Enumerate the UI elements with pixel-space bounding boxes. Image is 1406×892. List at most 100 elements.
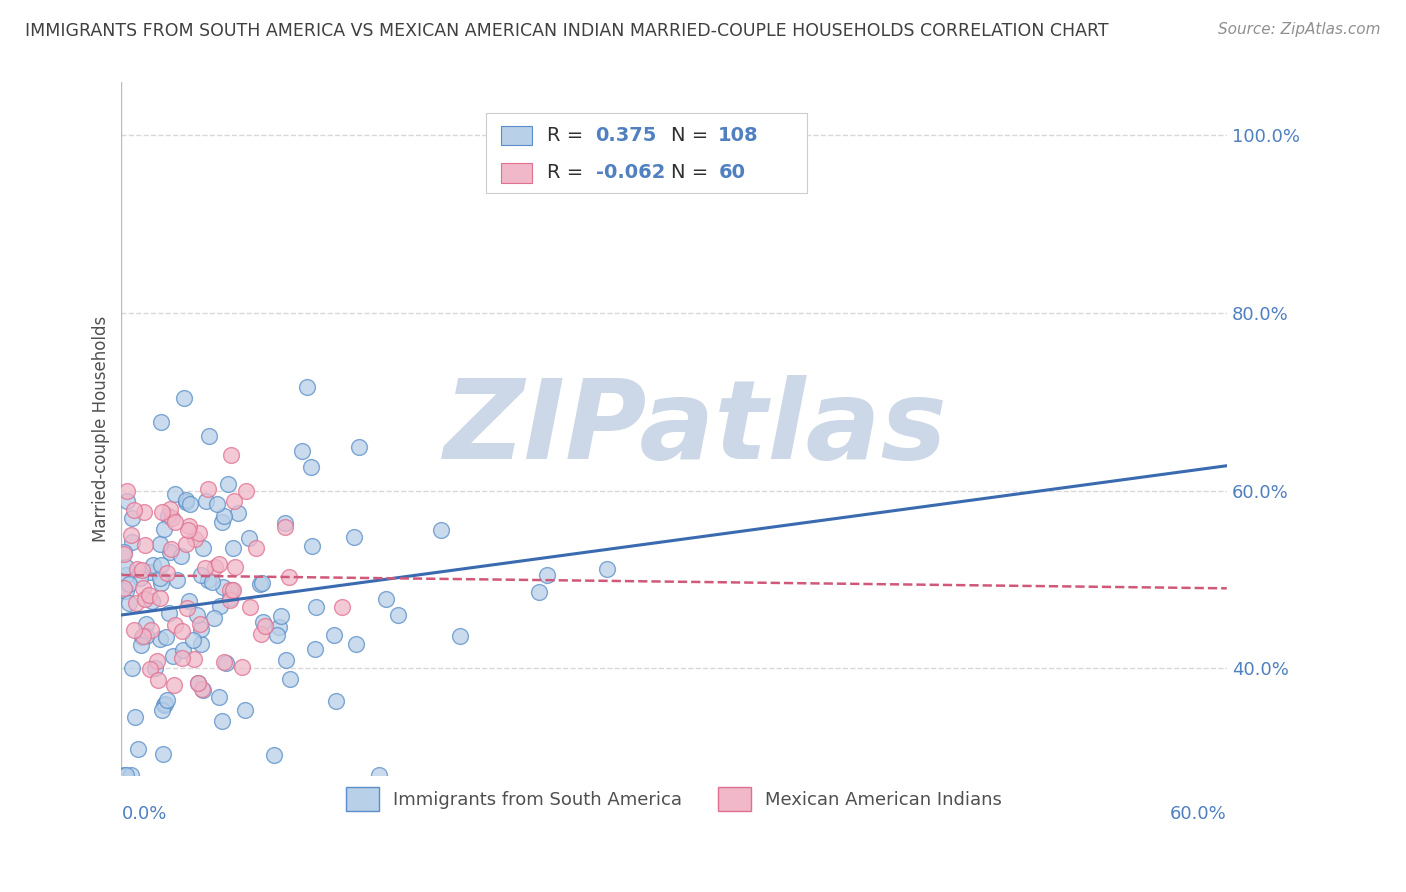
Point: [205, 497, 228, 511]
Point: [245, 541, 267, 556]
Point: [197, 482, 219, 496]
Point: [235, 703, 257, 717]
Point: [134, 538, 156, 552]
Point: [219, 591, 242, 605]
Point: [368, 768, 391, 782]
Point: [235, 483, 257, 498]
Point: [124, 623, 146, 637]
Point: [194, 560, 217, 574]
Point: [187, 676, 209, 690]
Point: [145, 654, 167, 668]
Point: [172, 624, 194, 639]
Point: [150, 505, 173, 519]
Point: [274, 652, 297, 666]
Point: [170, 650, 193, 665]
Point: [111, 583, 134, 598]
Point: [222, 494, 245, 508]
Point: [134, 591, 156, 606]
Text: 0.0%: 0.0%: [121, 805, 167, 823]
Point: [208, 557, 231, 571]
Point: [125, 596, 148, 610]
Point: [149, 591, 172, 606]
Point: [156, 566, 179, 581]
Point: [190, 637, 212, 651]
Point: [183, 652, 205, 666]
Point: [250, 627, 273, 641]
Point: [174, 495, 197, 509]
Point: [250, 575, 273, 590]
Point: [112, 547, 135, 561]
Point: [187, 675, 209, 690]
Point: [162, 649, 184, 664]
Point: [249, 577, 271, 591]
Point: [194, 493, 217, 508]
Point: [121, 535, 143, 549]
Point: [152, 747, 174, 761]
Point: [186, 608, 208, 623]
Point: [153, 698, 176, 712]
Point: [166, 573, 188, 587]
Point: [150, 704, 173, 718]
Point: [138, 565, 160, 579]
Point: [527, 584, 550, 599]
Point: [150, 415, 173, 429]
Point: [330, 600, 353, 615]
Point: [226, 506, 249, 520]
Point: [149, 576, 172, 591]
Text: 108: 108: [718, 126, 759, 145]
Point: [179, 497, 201, 511]
Point: [148, 673, 170, 688]
Point: [177, 594, 200, 608]
Point: [304, 641, 326, 656]
Point: [270, 608, 292, 623]
Point: [165, 618, 187, 632]
Point: [263, 748, 285, 763]
Point: [222, 541, 245, 556]
Point: [429, 523, 451, 537]
Point: [149, 571, 172, 585]
Point: [188, 525, 211, 540]
Point: [115, 559, 138, 574]
Point: [143, 661, 166, 675]
Point: [138, 588, 160, 602]
Text: IMMIGRANTS FROM SOUTH AMERICA VS MEXICAN AMERICAN INDIAN MARRIED-COUPLE HOUSEHOL: IMMIGRANTS FROM SOUTH AMERICA VS MEXICAN…: [25, 22, 1109, 40]
Point: [153, 697, 176, 711]
Point: [160, 542, 183, 557]
Point: [122, 503, 145, 517]
Point: [291, 443, 314, 458]
Text: -0.062: -0.062: [596, 163, 665, 182]
Point: [252, 615, 274, 630]
Point: [174, 537, 197, 551]
Point: [269, 620, 291, 634]
Point: [387, 607, 409, 622]
Point: [112, 545, 135, 559]
Y-axis label: Married-couple Households: Married-couple Households: [93, 315, 110, 541]
Point: [221, 583, 243, 598]
Point: [135, 616, 157, 631]
Point: [132, 505, 155, 519]
Point: [139, 623, 162, 637]
Point: [152, 522, 174, 536]
Point: [224, 559, 246, 574]
Point: [156, 693, 179, 707]
Point: [274, 520, 297, 534]
Point: [114, 768, 136, 782]
Point: [141, 594, 163, 608]
Point: [149, 537, 172, 551]
Point: [374, 591, 396, 606]
Point: [212, 580, 235, 594]
Point: [202, 610, 225, 624]
Point: [209, 599, 232, 614]
Point: [142, 558, 165, 572]
Point: [191, 682, 214, 697]
Point: [127, 561, 149, 575]
Point: [266, 627, 288, 641]
Point: [176, 523, 198, 537]
Point: [325, 694, 347, 708]
FancyBboxPatch shape: [501, 126, 531, 145]
Point: [190, 616, 212, 631]
Point: [200, 575, 222, 590]
FancyBboxPatch shape: [486, 113, 807, 193]
Text: N =: N =: [671, 126, 714, 145]
Point: [155, 630, 177, 644]
